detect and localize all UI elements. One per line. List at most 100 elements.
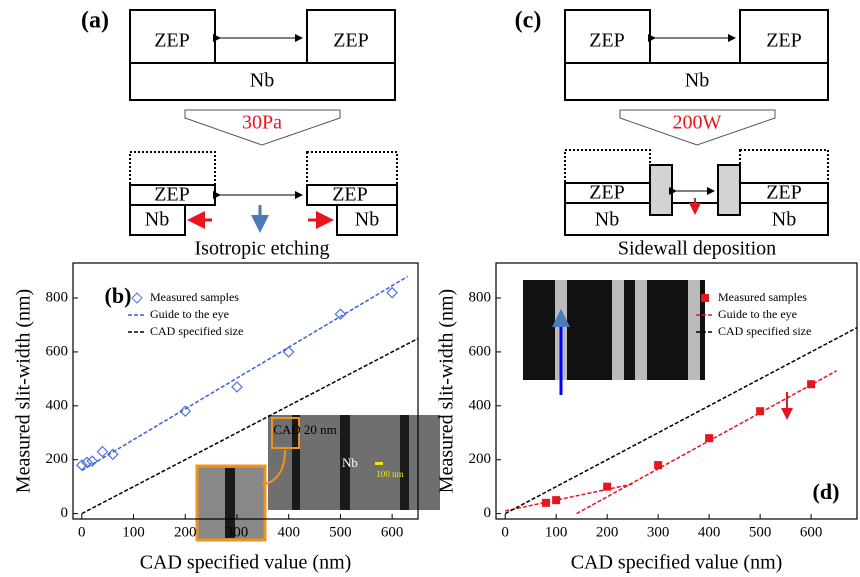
- annotation: CAD 20 nm: [273, 422, 337, 437]
- legend-label: Guide to the eye: [150, 307, 229, 321]
- caption: Isotropic etching: [195, 238, 330, 260]
- point: [552, 496, 561, 505]
- legend-label: CAD specified size: [150, 324, 243, 338]
- y-tick-label: 0: [484, 505, 492, 521]
- y-axis-label: Measured slit-width (nm): [436, 289, 458, 493]
- plot-frame: [72, 262, 419, 520]
- point: [231, 381, 243, 393]
- point: [334, 308, 347, 321]
- removed-resist: [129, 151, 216, 186]
- point: [179, 405, 192, 418]
- point: [96, 445, 109, 458]
- nb-label: Nb: [250, 70, 274, 92]
- legend-label: CAD specified size: [718, 324, 811, 338]
- x-tick-label: 600: [800, 524, 823, 540]
- sem-slit: [400, 415, 409, 510]
- x-tick-label: 500: [749, 524, 772, 540]
- nb-label: Nb: [145, 209, 169, 231]
- legend-swatch: [701, 294, 709, 302]
- sidewall: [717, 164, 741, 216]
- zep-label: ZEP: [333, 30, 369, 52]
- annotation: 100 nm: [376, 469, 403, 479]
- point: [756, 407, 765, 416]
- y-tick-label: 800: [46, 289, 69, 305]
- scale-bar: [375, 462, 383, 465]
- legend-label: Measured samples: [150, 290, 239, 304]
- legend-label: Measured samples: [718, 290, 807, 304]
- zep-label: ZEP: [589, 182, 625, 204]
- x-tick-label: 600: [381, 524, 404, 540]
- y-tick-label: 0: [61, 505, 69, 521]
- legend-label: Guide to the eye: [718, 307, 797, 321]
- nb-layer: [564, 202, 829, 236]
- zep-block: [306, 9, 396, 64]
- x-tick-label: 300: [647, 524, 670, 540]
- guide-line: [504, 327, 857, 515]
- sem-slit: [225, 468, 235, 538]
- y-tick-label: 600: [46, 343, 69, 359]
- zep-label: ZEP: [589, 30, 625, 52]
- x-tick-label: 200: [174, 524, 197, 540]
- x-tick-label: 200: [596, 524, 619, 540]
- x-axis-label: CAD specified value (nm): [571, 552, 783, 574]
- y-tick-label: 200: [469, 451, 492, 467]
- guide-line: [505, 370, 837, 515]
- sem-edge: [635, 280, 647, 380]
- plot-frame: [495, 262, 858, 520]
- zep-label: ZEP: [766, 182, 802, 204]
- y-axis-label: Measured slit-width (nm): [13, 289, 35, 493]
- point: [705, 434, 714, 443]
- point: [541, 498, 550, 507]
- guide-line: [81, 337, 418, 515]
- panel-label: (b): [105, 283, 132, 308]
- legend-swatch: [131, 292, 143, 304]
- panel-label: (d): [813, 479, 840, 504]
- x-axis-label: CAD specified value (nm): [140, 552, 352, 574]
- nb-label: Nb: [685, 70, 709, 92]
- point: [106, 448, 119, 461]
- nb-layer: [129, 62, 396, 101]
- point: [86, 455, 98, 467]
- process-arrow: [184, 109, 341, 146]
- zoom-arrow: [261, 449, 286, 486]
- y-tick-label: 400: [469, 397, 492, 413]
- y-tick-label: 600: [469, 343, 492, 359]
- sidewall: [649, 164, 673, 216]
- guide-line: [81, 275, 409, 472]
- charts: CAD 20 nm Nb 100 nm 0 200 400 600 800 0 100 200 300…: [13, 262, 858, 574]
- panel-label: (c): [515, 8, 542, 34]
- panel-label: (a): [81, 8, 109, 34]
- sem-inset: [523, 280, 705, 380]
- nb-label: Nb: [595, 209, 619, 231]
- y-tick-label: 200: [46, 451, 69, 467]
- process-arrow: [619, 109, 776, 146]
- sem-slit: [292, 415, 300, 510]
- zep-label: ZEP: [766, 30, 802, 52]
- process-label: 200W: [673, 112, 722, 134]
- x-tick-label: 400: [277, 524, 300, 540]
- y-tick-label: 800: [469, 289, 492, 305]
- x-tick-label: 500: [329, 524, 352, 540]
- nb-label: Nb: [355, 209, 379, 231]
- zoom-box: [271, 417, 300, 449]
- removed-resist: [739, 149, 829, 184]
- sem-edge: [612, 280, 624, 380]
- schematic-a: (a) ZEP ZEP Nb 30Pa ZEP ZEP Nb Nb Isotro…: [81, 8, 398, 260]
- removed-resist: [564, 149, 651, 184]
- nb-label: Nb: [772, 209, 796, 231]
- zep-block: [739, 9, 829, 64]
- x-tick-label: 100: [122, 524, 145, 540]
- sem-slit: [340, 415, 350, 510]
- x-tick-label: 400: [698, 524, 721, 540]
- y-tick-label: 400: [46, 397, 69, 413]
- schematic-c: (c) ZEP ZEP Nb 200W ZEP ZEP Nb Nb Sidewa…: [515, 8, 829, 260]
- removed-resist: [306, 151, 398, 186]
- zep-label: ZEP: [332, 184, 368, 206]
- annotation: Nb: [342, 455, 358, 470]
- x-tick-label: 0: [78, 524, 86, 540]
- nb-layer: [564, 62, 829, 101]
- zep-label: ZEP: [154, 184, 190, 206]
- zep-block: [129, 9, 216, 64]
- caption: Sidewall deposition: [618, 238, 776, 260]
